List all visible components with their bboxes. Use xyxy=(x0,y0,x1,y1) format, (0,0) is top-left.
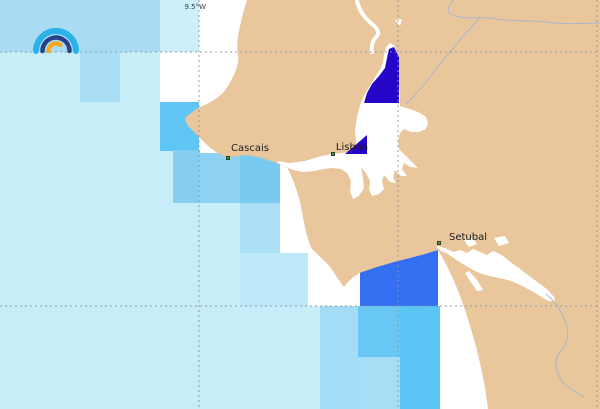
river-lines xyxy=(405,0,600,398)
city-label: Cascais xyxy=(231,143,269,154)
model-grid-cell xyxy=(173,150,200,203)
city-marker xyxy=(436,240,441,245)
tagus-river-channel xyxy=(355,0,381,54)
logo-middle-arc xyxy=(40,35,70,54)
model-grid-cell xyxy=(0,306,320,409)
model-grid-cell xyxy=(160,0,199,52)
river-line xyxy=(447,0,600,25)
model-grid-cell xyxy=(358,306,400,357)
land-polygon xyxy=(185,0,600,409)
lisboa-navy-cell xyxy=(345,135,367,154)
model-grid-cell xyxy=(160,52,199,102)
model-grid-cell xyxy=(199,203,240,306)
sado-estuary-water xyxy=(436,246,555,301)
city-label: Setubal xyxy=(449,232,487,243)
model-grid-cell xyxy=(240,203,280,253)
logo-inner-arc xyxy=(46,41,63,54)
river-line xyxy=(545,293,585,398)
model-grid-cell xyxy=(199,153,240,203)
estuary-navy-cell xyxy=(364,47,399,103)
logo-outer-arc xyxy=(33,28,79,54)
city-marker xyxy=(330,151,335,156)
model-grid-cell xyxy=(240,253,308,306)
model-grid-cell xyxy=(400,306,440,409)
river-line xyxy=(405,16,482,105)
model-grid-cell xyxy=(358,357,400,409)
model-grid-cell xyxy=(80,52,120,102)
city-label: Lisboa xyxy=(336,142,368,153)
river-pond xyxy=(395,19,402,26)
longitude-label: 9.5°W xyxy=(184,3,206,11)
sado-channel-patch xyxy=(465,271,483,291)
model-grid-cells-layer xyxy=(0,0,440,409)
city-marker xyxy=(225,155,230,160)
meteo-arcs-logo xyxy=(33,28,79,54)
model-grid-cell xyxy=(0,0,160,52)
sado-inlet-patch xyxy=(464,238,477,247)
model-grid-cell xyxy=(320,306,358,409)
sado-inlet-patch xyxy=(494,236,509,246)
places-layer: Cascais Lisboa Setubal xyxy=(225,142,487,245)
logo-middle-arc-segment xyxy=(66,44,72,54)
